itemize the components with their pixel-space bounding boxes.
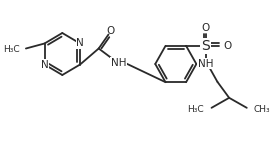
Text: H₃C: H₃C — [3, 45, 20, 54]
Text: CH₃: CH₃ — [254, 105, 270, 114]
Text: N: N — [41, 59, 48, 69]
Text: O: O — [202, 23, 210, 33]
Text: H₃C: H₃C — [187, 105, 204, 114]
Text: NH: NH — [198, 59, 213, 69]
Text: O: O — [223, 41, 232, 51]
Text: S: S — [201, 39, 210, 53]
Text: O: O — [106, 26, 115, 36]
Text: N: N — [76, 38, 84, 48]
Text: NH: NH — [110, 57, 126, 67]
